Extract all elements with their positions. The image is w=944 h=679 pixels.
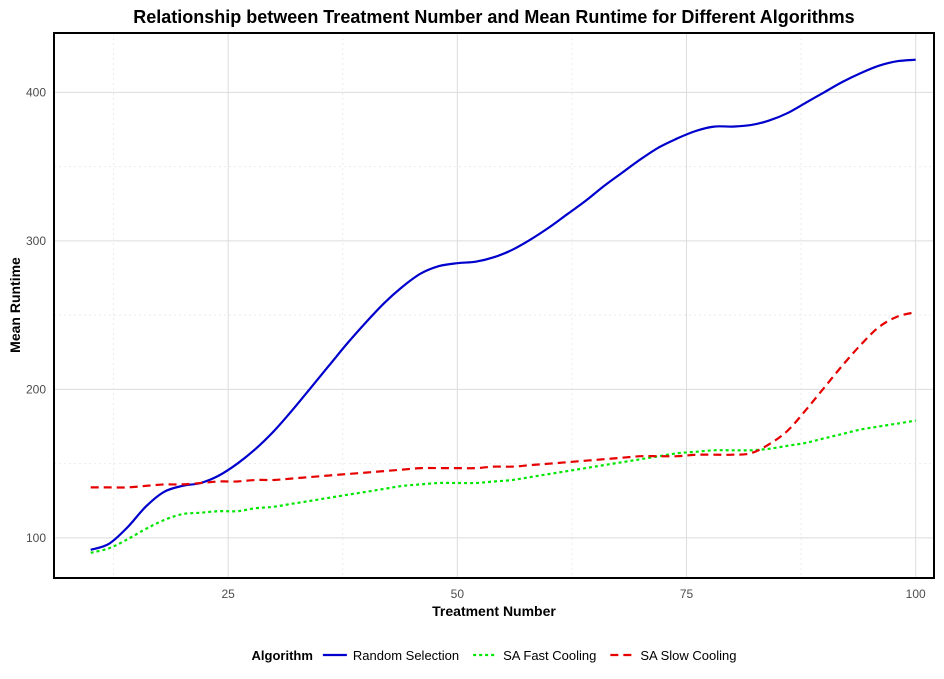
x-axis-ticks: 25 50 75 100 xyxy=(221,587,926,601)
grid xyxy=(54,33,934,578)
series-line-sa-fast-cooling xyxy=(90,419,916,554)
legend-title: Algorithm xyxy=(252,648,313,663)
y-tick-label: 400 xyxy=(26,85,46,99)
x-tick-label: 50 xyxy=(451,587,465,601)
series-line-random-selection xyxy=(90,58,916,551)
y-tick-label: 100 xyxy=(26,531,46,545)
legend: Algorithm Random Selection SA Fast Cooling… xyxy=(252,648,737,663)
legend-label: SA Slow Cooling xyxy=(640,648,736,663)
chart-title: Relationship between Treatment Number an… xyxy=(133,7,854,27)
legend-label: SA Fast Cooling xyxy=(503,648,596,663)
y-tick-label: 200 xyxy=(26,382,46,396)
legend-label: Random Selection xyxy=(353,648,459,663)
series-layer xyxy=(90,58,916,554)
x-tick-label: 100 xyxy=(906,587,926,601)
series-line-sa-slow-cooling xyxy=(90,311,916,489)
x-tick-label: 75 xyxy=(680,587,694,601)
y-axis-ticks: 100 200 300 400 xyxy=(26,85,46,545)
x-axis-title: Treatment Number xyxy=(432,603,556,619)
x-tick-label: 25 xyxy=(221,587,235,601)
plot-border xyxy=(53,32,935,579)
y-axis-title: Mean Runtime xyxy=(7,257,23,353)
y-tick-label: 300 xyxy=(26,234,46,248)
